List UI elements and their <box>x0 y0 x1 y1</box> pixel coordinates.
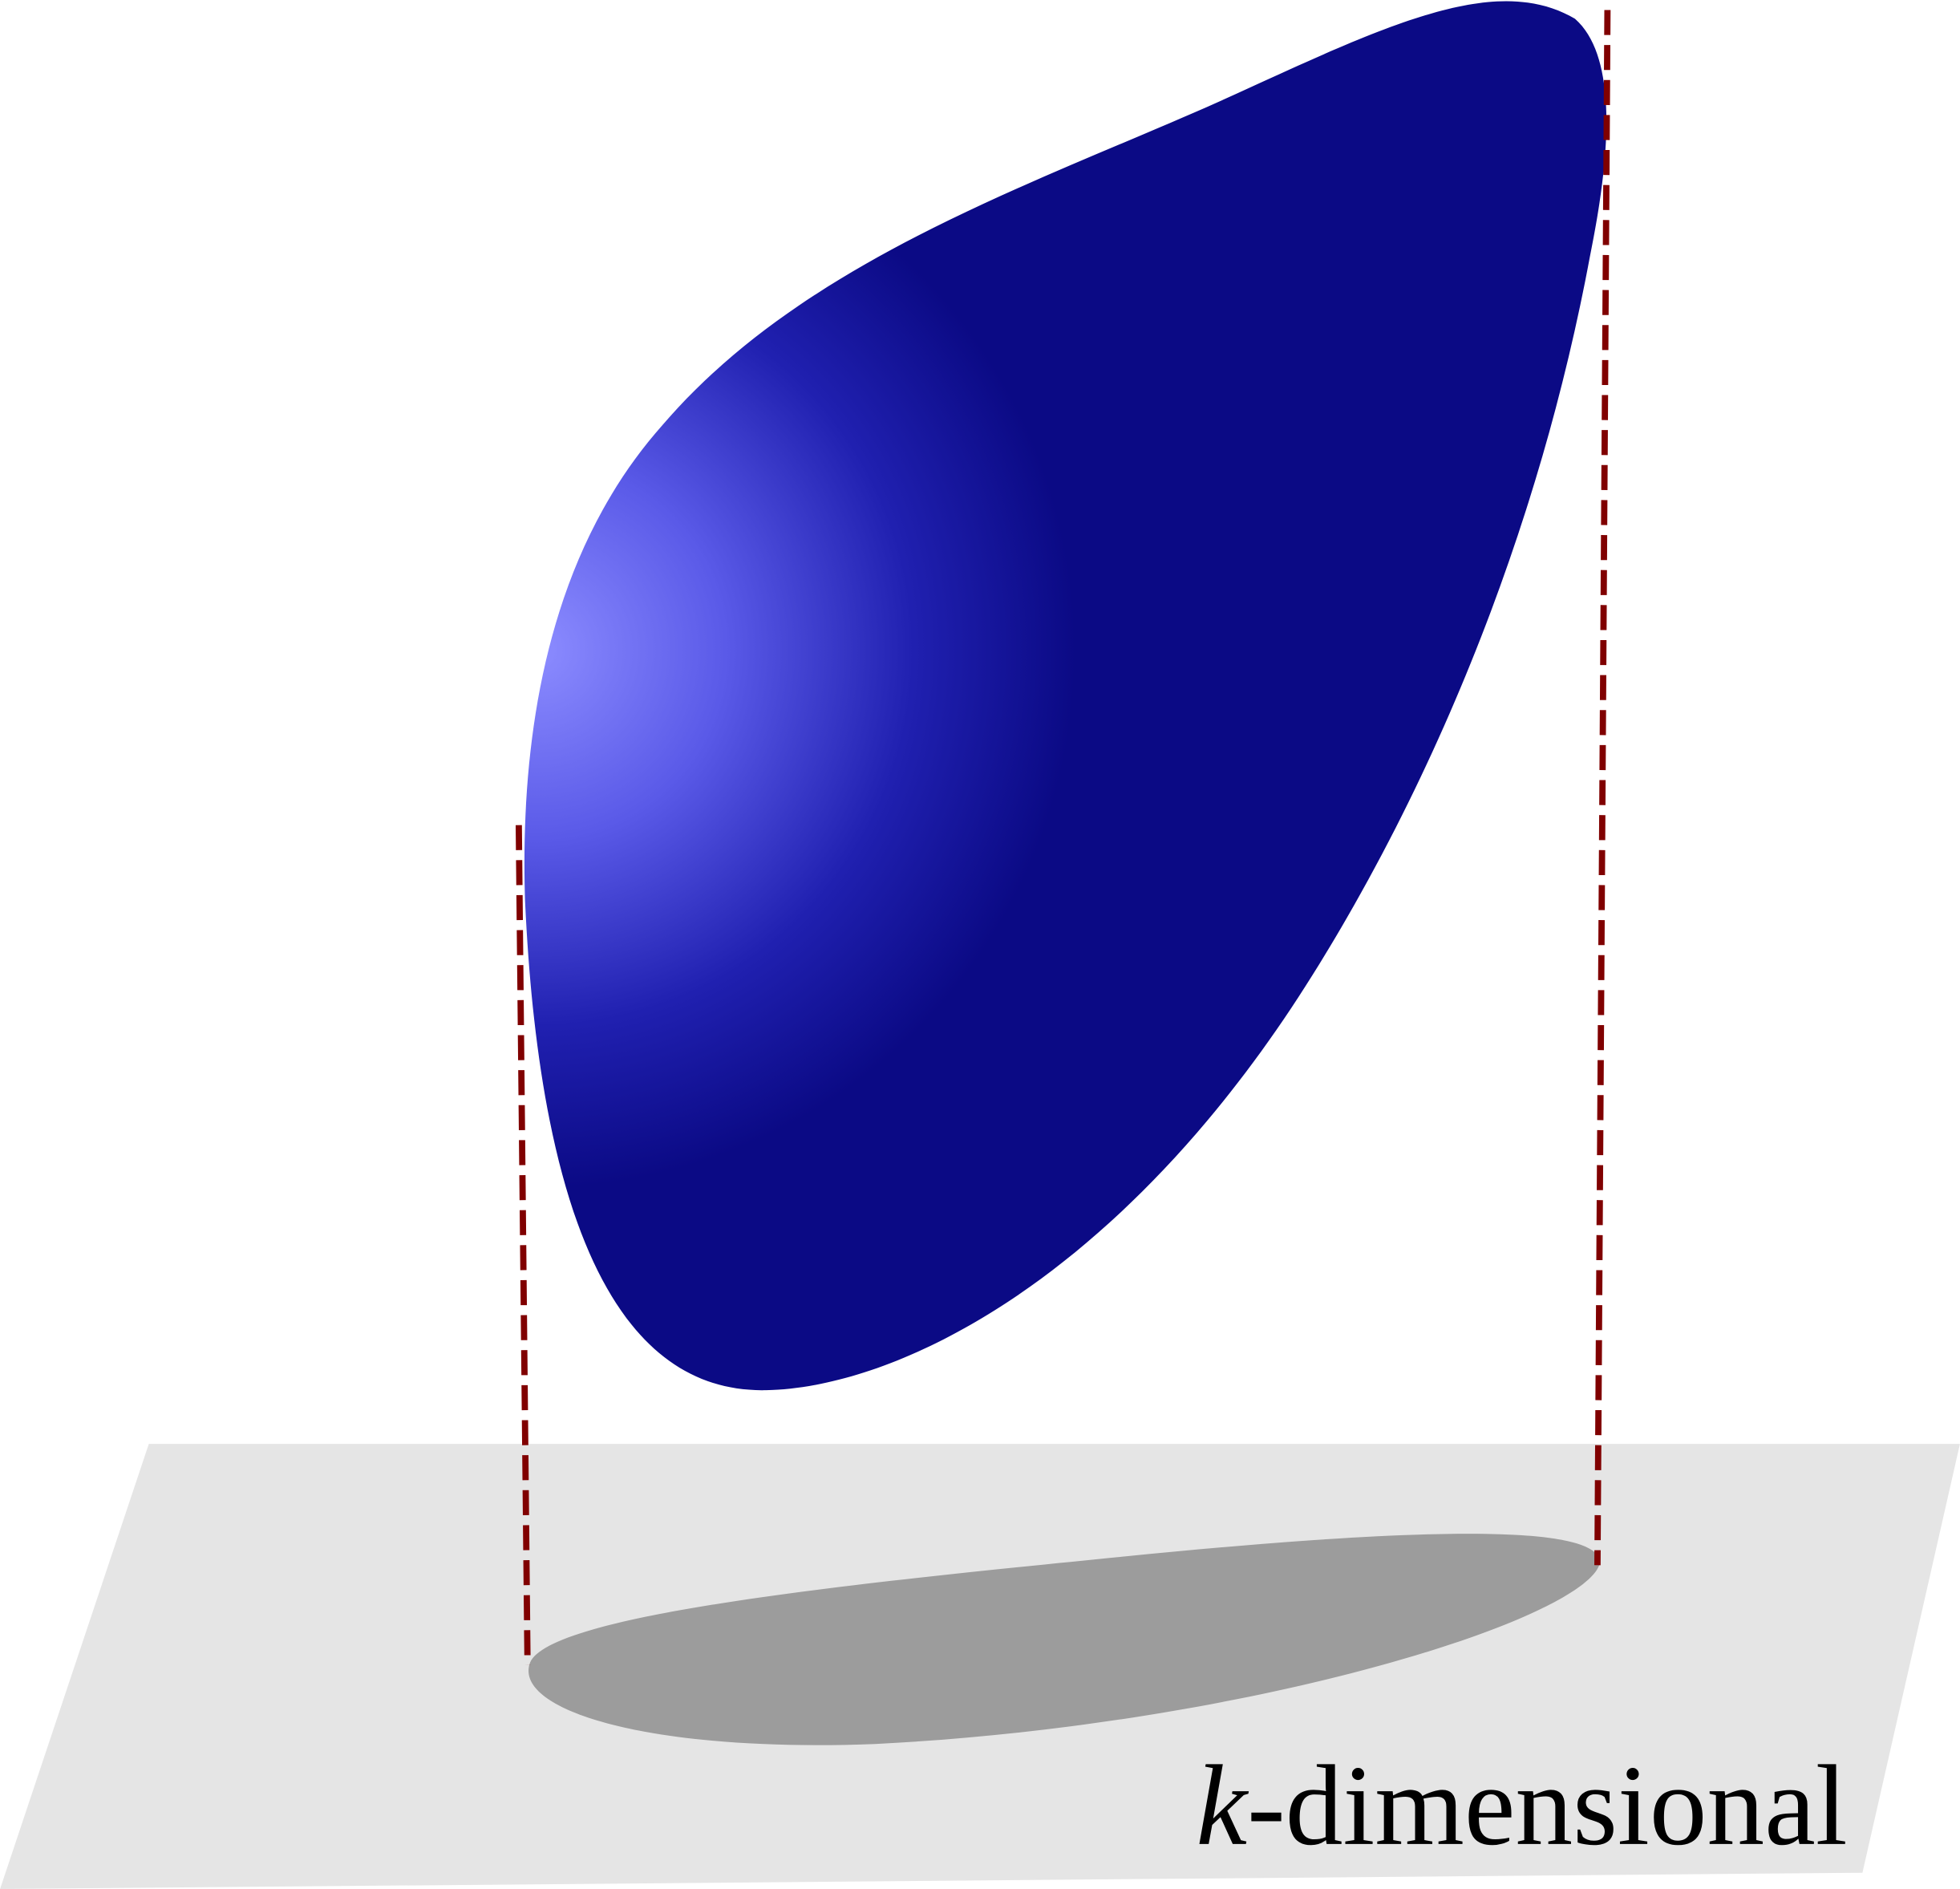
manifold-blob <box>524 1 1607 1391</box>
projection-line-right <box>1594 10 1611 1566</box>
projection-line-left <box>515 825 531 1666</box>
projection-shadow <box>528 1534 1601 1745</box>
label-text: -dimensional <box>1247 1742 1848 1870</box>
plane-label: k-dimensional <box>1196 1742 1847 1870</box>
label-variable: k <box>1196 1742 1249 1870</box>
